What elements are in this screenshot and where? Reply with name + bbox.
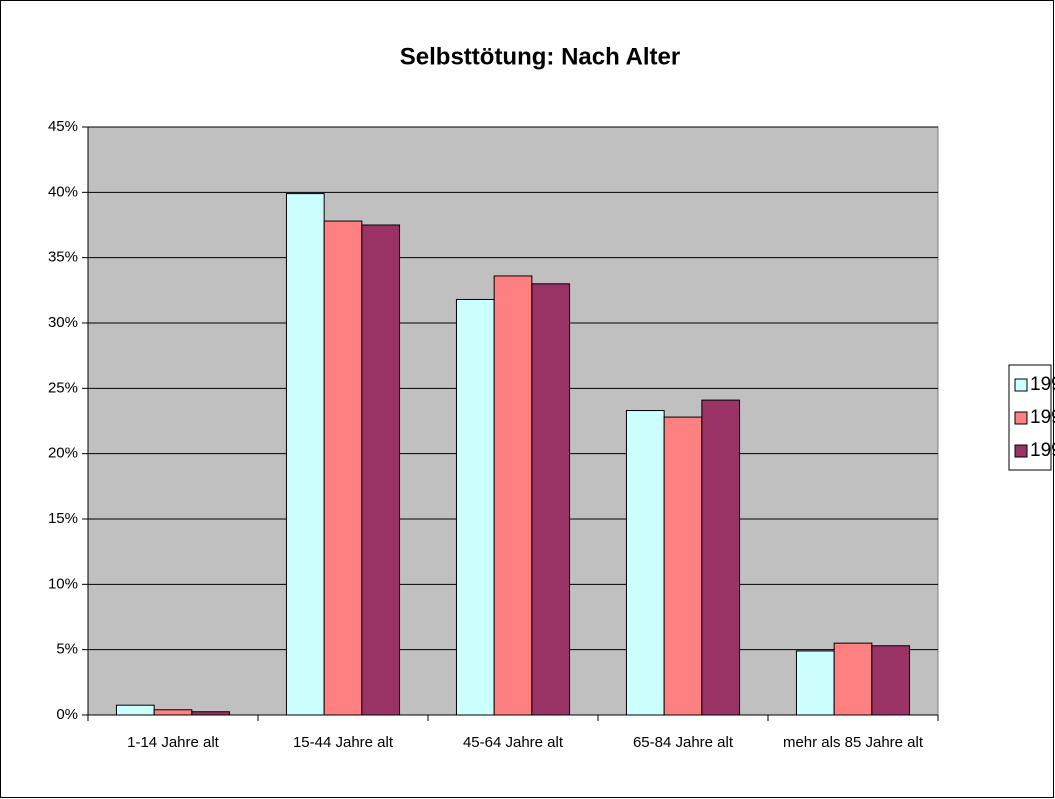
bar [153,709,193,716]
y-tick-label: 25% [48,379,78,396]
legend-swatch [1014,444,1028,458]
y-tick-label: 30% [48,314,78,331]
x-tick-label: 45-64 Jahre alt [462,734,564,751]
chart-title: Selbsttötung: Nach Alter [400,43,680,70]
bar [833,642,873,716]
legend-label: 1997 [1030,374,1055,395]
y-tick-label: 0% [56,706,78,723]
legend-label: 1999 [1030,440,1055,461]
x-tick-label: 15-44 Jahre alt [292,734,394,751]
bar [191,711,231,716]
bar [701,399,741,716]
y-tick-label: 15% [48,510,78,527]
bar [285,193,325,716]
bar [455,298,495,716]
x-tick-label: 1-14 Jahre alt [127,734,219,751]
bar [625,410,665,716]
y-tick-label: 40% [48,183,78,200]
y-tick-label: 5% [56,641,78,658]
bar [531,283,571,716]
bar [663,416,703,716]
x-tick-label: mehr als 85 Jahre alt [782,734,924,751]
bar [361,224,401,716]
bar [871,645,911,716]
legend-swatch [1014,411,1028,425]
legend-swatch [1014,378,1028,392]
y-tick-label: 20% [48,445,78,462]
y-tick-label: 10% [48,575,78,592]
x-tick-label: 65-84 Jahre alt [632,734,734,751]
bar [115,704,155,716]
bar [493,275,533,716]
bar [795,650,835,716]
bar [323,220,363,716]
y-tick-label: 35% [48,249,78,266]
legend-label: 1998 [1030,407,1055,428]
y-tick-label: 45% [48,118,78,135]
